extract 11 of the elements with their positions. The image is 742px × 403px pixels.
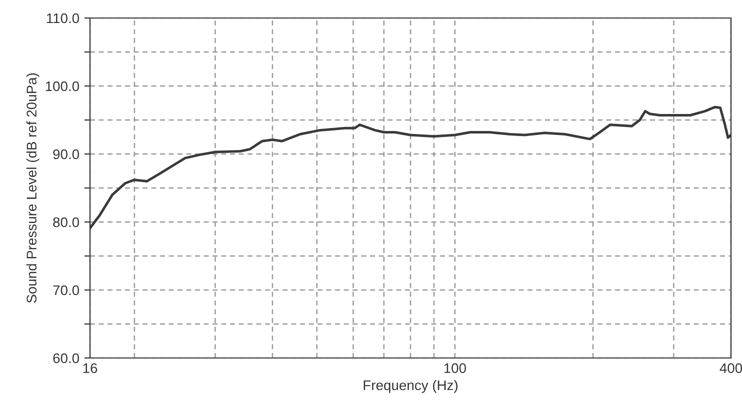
y-tick-label: 80.0 (53, 217, 80, 228)
x-tick-label: 100 (444, 363, 466, 374)
x-tick-label: 16 (83, 363, 98, 374)
y-tick-label: 60.0 (53, 353, 80, 364)
x-axis-title: Frequency (Hz) (364, 380, 458, 393)
y-tick-label: 110.0 (46, 13, 80, 24)
y-axis-title: Sound Pressure Level (dB ref 20uPa) (26, 73, 40, 303)
y-tick-label: 70.0 (53, 285, 80, 296)
x-tick-label: 400 (720, 363, 742, 374)
y-tick-label: 90.0 (53, 149, 80, 160)
y-tick-label: 100.0 (46, 81, 80, 92)
